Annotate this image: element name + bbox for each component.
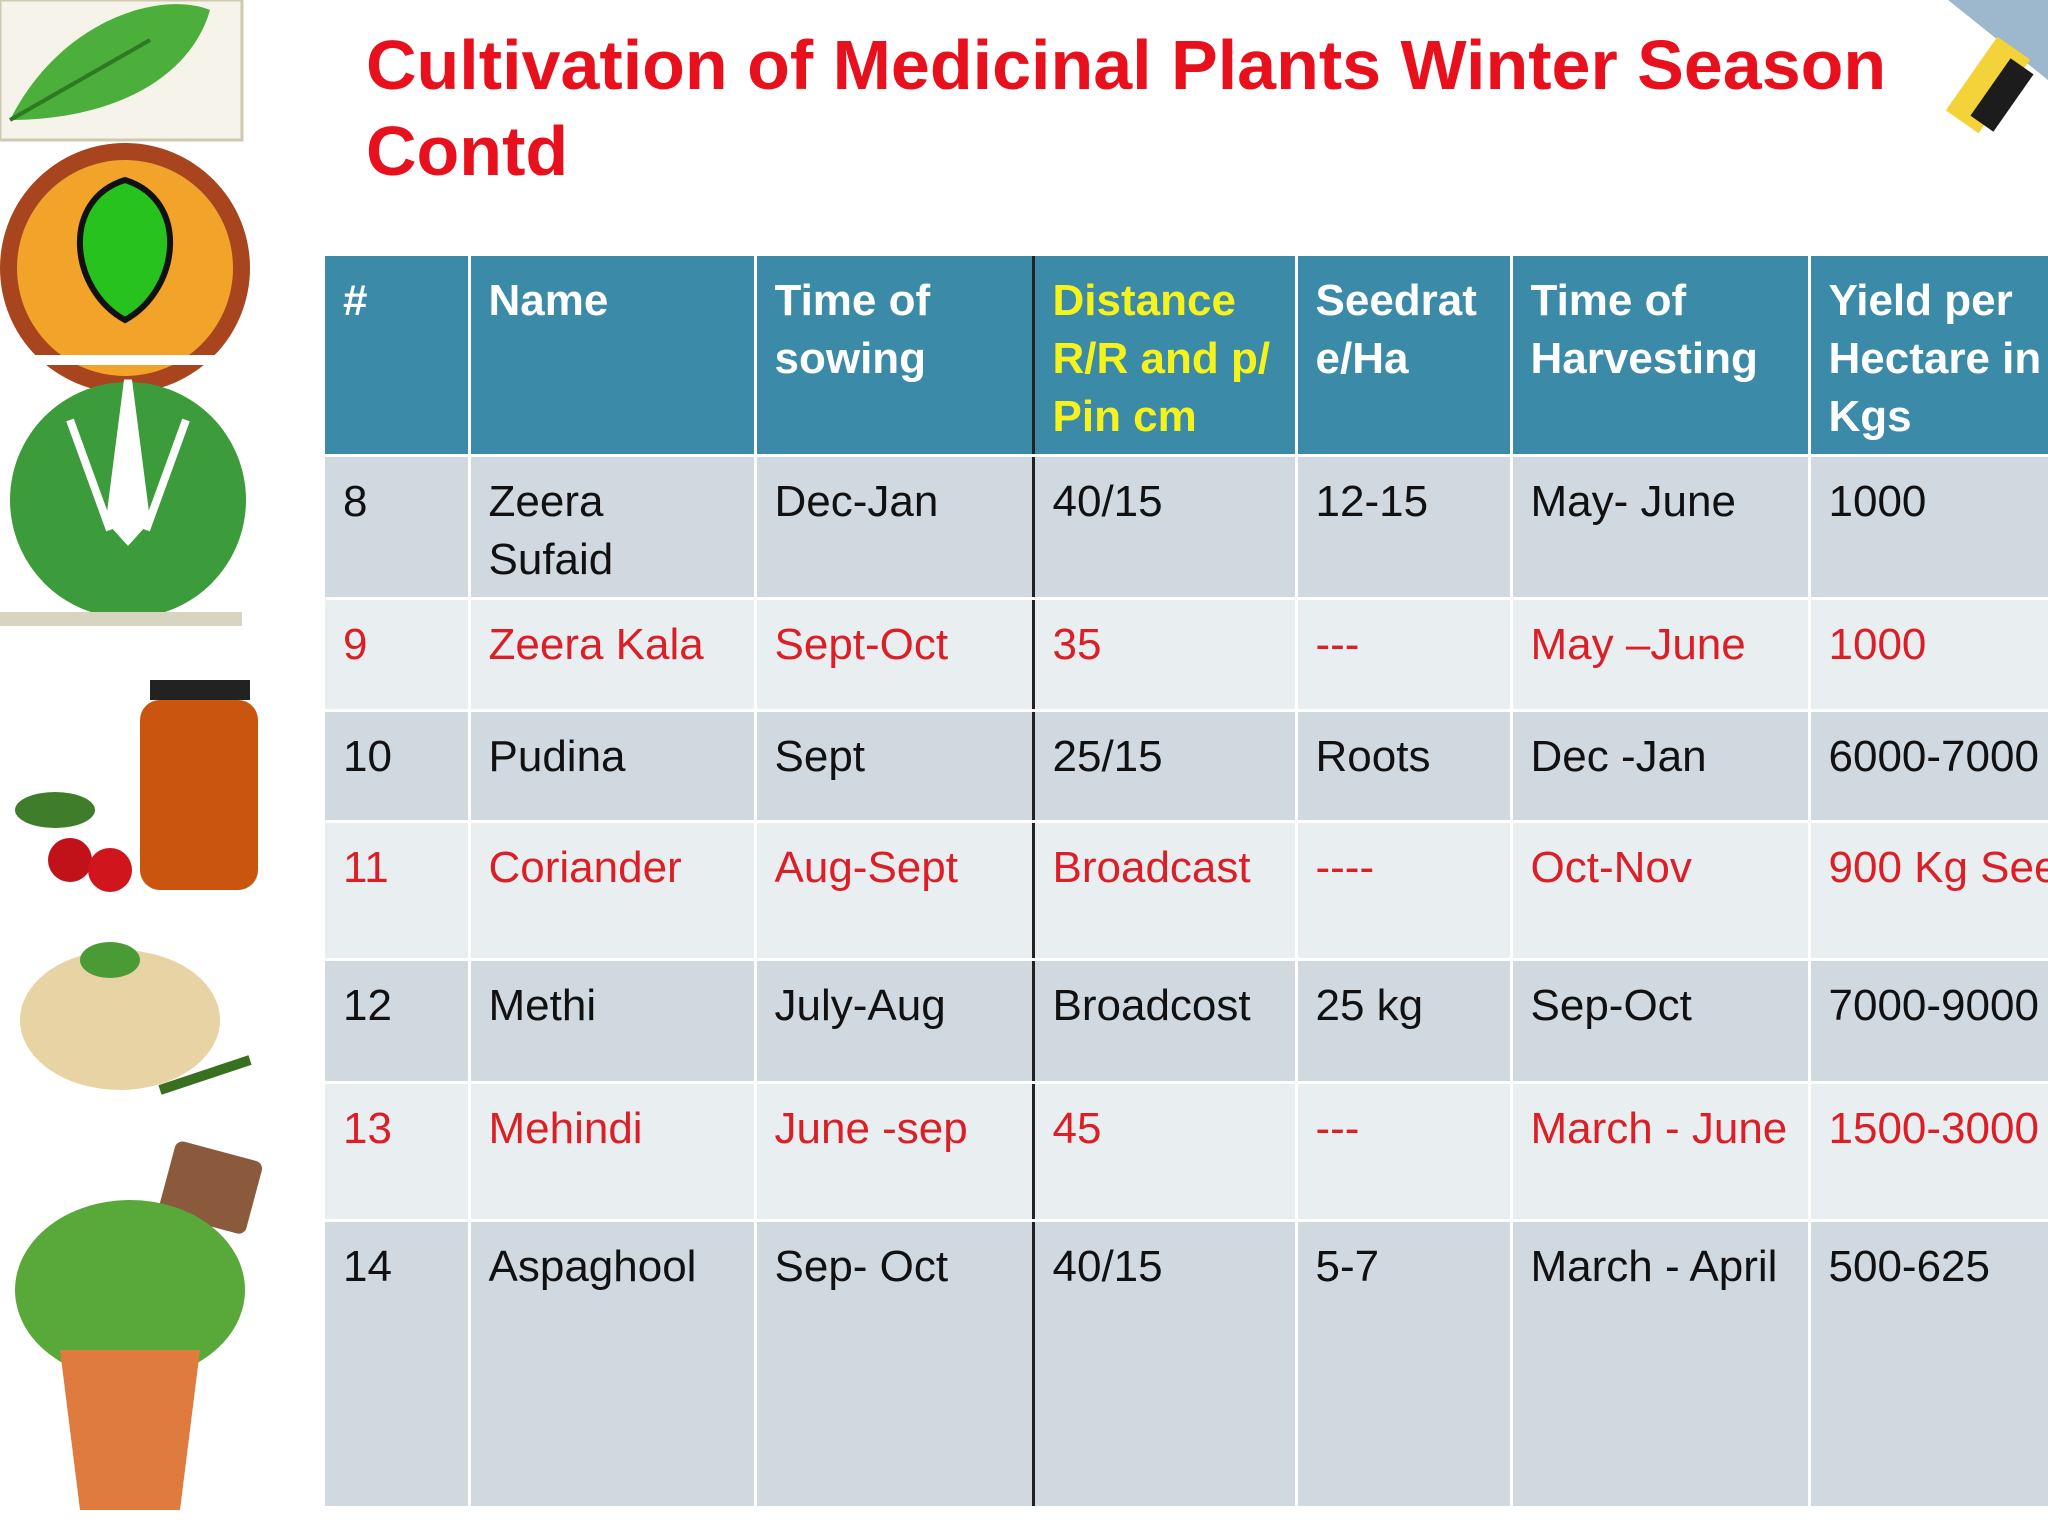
table-body: 8 Zeera Sufaid Dec-Jan 40/15 12-15 May- June 1… bbox=[325, 455, 2048, 1506]
table-cell: Sep- Oct bbox=[755, 1220, 1035, 1506]
table-cell: 14 bbox=[325, 1220, 471, 1506]
table-cell: --- bbox=[1296, 1082, 1513, 1222]
table-cell: Dec -Jan bbox=[1511, 710, 1811, 823]
table-cell: Sept bbox=[755, 710, 1035, 823]
table-cell: Methi bbox=[469, 959, 757, 1084]
table-row: 12 Methi July-Aug Broadcost 25 kg Sep-Oct 7000… bbox=[325, 959, 2048, 1084]
table-cell: 12 bbox=[325, 959, 471, 1084]
table-cell: 13 bbox=[325, 1082, 471, 1222]
side-decoration bbox=[0, 0, 263, 1510]
table-cell: 40/15 bbox=[1033, 455, 1298, 600]
table-cell: May –June bbox=[1511, 598, 1811, 712]
table-cell: Roots bbox=[1296, 710, 1513, 823]
table-cell: Aspaghool bbox=[469, 1220, 757, 1506]
table-cell: 1000 bbox=[1809, 455, 2048, 600]
table-cell: Sept-Oct bbox=[755, 598, 1035, 712]
column-header: Name bbox=[469, 256, 757, 457]
table-cell: 35 bbox=[1033, 598, 1298, 712]
table-cell: ---- bbox=[1296, 821, 1513, 961]
table-cell: March - April bbox=[1511, 1220, 1811, 1506]
table-cell: Coriander bbox=[469, 821, 757, 961]
table-cell: 8 bbox=[325, 455, 471, 600]
table-row: 9 Zeera Kala Sept-Oct 35 --- May –June 1000 bbox=[325, 598, 2048, 712]
table-row: 10 Pudina Sept 25/15 Roots Dec -Jan 6000-7000 bbox=[325, 710, 2048, 823]
table-cell: 25/15 bbox=[1033, 710, 1298, 823]
table-cell: --- bbox=[1296, 598, 1513, 712]
table-cell: 40/15 bbox=[1033, 1220, 1298, 1506]
table-cell: 25 kg bbox=[1296, 959, 1513, 1084]
table-cell: Zeera Sufaid bbox=[469, 455, 757, 600]
table-row: 11 Coriander Aug-Sept Broadcast ---- Oct-Nov 9… bbox=[325, 821, 2048, 961]
table-row: 14 Aspaghool Sep- Oct 40/15 5-7 March - April… bbox=[325, 1220, 2048, 1506]
table-cell: 1500-3000 bbox=[1809, 1082, 2048, 1222]
column-header: Seedrate/Ha bbox=[1296, 256, 1513, 457]
table-cell: May- June bbox=[1511, 455, 1811, 600]
table-cell: 1000 bbox=[1809, 598, 2048, 712]
column-header: Distance R/R and p/ Pin cm bbox=[1033, 256, 1298, 457]
table-row: 13 Mehindi June -sep 45 --- March - June 1500-… bbox=[325, 1082, 2048, 1222]
table-cell: 900 Kg Seed bbox=[1809, 821, 2048, 961]
plants-table: # Name Time of sowing Distance R/R and p/ P… bbox=[325, 256, 2048, 1506]
title-line: Cultivation of Medicinal Plants Winter S… bbox=[366, 26, 1887, 104]
column-header: # bbox=[325, 256, 471, 457]
table-cell: 9 bbox=[325, 598, 471, 712]
column-header: Yield per Hectare in Kgs bbox=[1809, 256, 2048, 457]
table-row: 8 Zeera Sufaid Dec-Jan 40/15 12-15 May- June 1… bbox=[325, 455, 2048, 600]
slide-title: Cultivation of Medicinal Plants Winter S… bbox=[366, 22, 1926, 194]
table-cell: Sep-Oct bbox=[1511, 959, 1811, 1084]
table-cell: 500-625 bbox=[1809, 1220, 2048, 1506]
table-cell: 12-15 bbox=[1296, 455, 1513, 600]
table-cell: June -sep bbox=[755, 1082, 1035, 1222]
column-header: Time of Harvesting bbox=[1511, 256, 1811, 457]
table-cell: Broadcast bbox=[1033, 821, 1298, 961]
table-cell: 5-7 bbox=[1296, 1220, 1513, 1506]
header-row: # Name Time of sowing Distance R/R and p/ P… bbox=[325, 256, 2048, 457]
table-cell: July-Aug bbox=[755, 959, 1035, 1084]
table-cell: Aug-Sept bbox=[755, 821, 1035, 961]
table-cell: Mehindi bbox=[469, 1082, 757, 1222]
table-cell: 6000-7000 bbox=[1809, 710, 2048, 823]
column-header: Time of sowing bbox=[755, 256, 1035, 457]
table-cell: 11 bbox=[325, 821, 471, 961]
table-cell: Dec-Jan bbox=[755, 455, 1035, 600]
table-cell: Oct-Nov bbox=[1511, 821, 1811, 961]
table-cell: March - June bbox=[1511, 1082, 1811, 1222]
table-cell: 7000-9000 bbox=[1809, 959, 2048, 1084]
corner-decoration bbox=[1945, 0, 2048, 134]
title-line: Contd bbox=[366, 112, 569, 190]
table-cell: 10 bbox=[325, 710, 471, 823]
table-cell: Zeera Kala bbox=[469, 598, 757, 712]
table-cell: Pudina bbox=[469, 710, 757, 823]
table-cell: Broadcost bbox=[1033, 959, 1298, 1084]
table-container: # Name Time of sowing Distance R/R and p/ P… bbox=[325, 256, 2048, 1506]
table-cell: 45 bbox=[1033, 1082, 1298, 1222]
